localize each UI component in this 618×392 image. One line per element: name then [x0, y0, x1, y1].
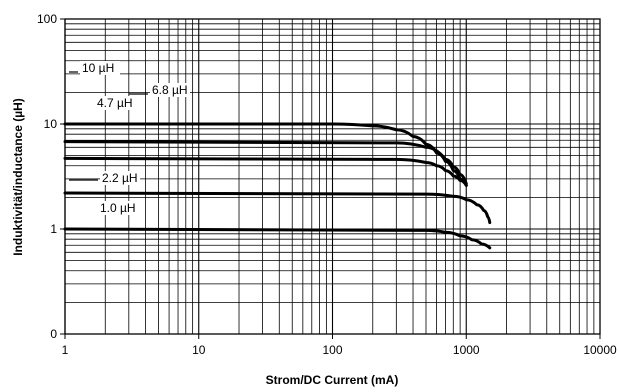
x-axis-title: Strom/DC Current (mA) — [266, 373, 399, 387]
curve-label-bg — [80, 61, 120, 75]
curve-label-bg — [100, 171, 140, 185]
y-tick-label: 100 — [37, 12, 57, 26]
x-tick-label: 10000 — [583, 343, 617, 357]
grid-layer — [64, 18, 601, 335]
curve-label-2: 4.7 µH — [97, 96, 133, 110]
curve-label-bg — [95, 96, 135, 110]
curve-label-4: 1.0 µH — [100, 201, 136, 215]
curve-label-1: 6.8 µH — [152, 83, 188, 97]
series-line-2 — [63, 156, 468, 187]
y-tick-label: 1 — [50, 222, 57, 236]
curve-layer — [63, 122, 492, 250]
y-tick-label: 0 — [50, 327, 57, 341]
series-line-1 — [63, 140, 468, 186]
y-axis-title: Induktivität/inductance (µH) — [11, 98, 25, 256]
curve-label-bg — [150, 83, 190, 97]
series-line-3 — [63, 191, 492, 225]
x-tick-label: 10 — [192, 343, 206, 357]
x-tick-label: 100 — [322, 343, 342, 357]
x-tick-label: 1000 — [453, 343, 480, 357]
curve-label-0: 10 µH — [82, 61, 114, 75]
x-tick-label: 1 — [62, 343, 69, 357]
series-line-4 — [63, 227, 492, 250]
y-tick-label: 10 — [44, 117, 58, 131]
series-line-0 — [63, 122, 468, 187]
label-layer: 10 µH 6.8 µH 4.7 µH 2.2 µH 1.0 µH — [69, 61, 190, 215]
curve-label-bg — [98, 201, 138, 215]
curve-label-3: 2.2 µH — [102, 171, 138, 185]
